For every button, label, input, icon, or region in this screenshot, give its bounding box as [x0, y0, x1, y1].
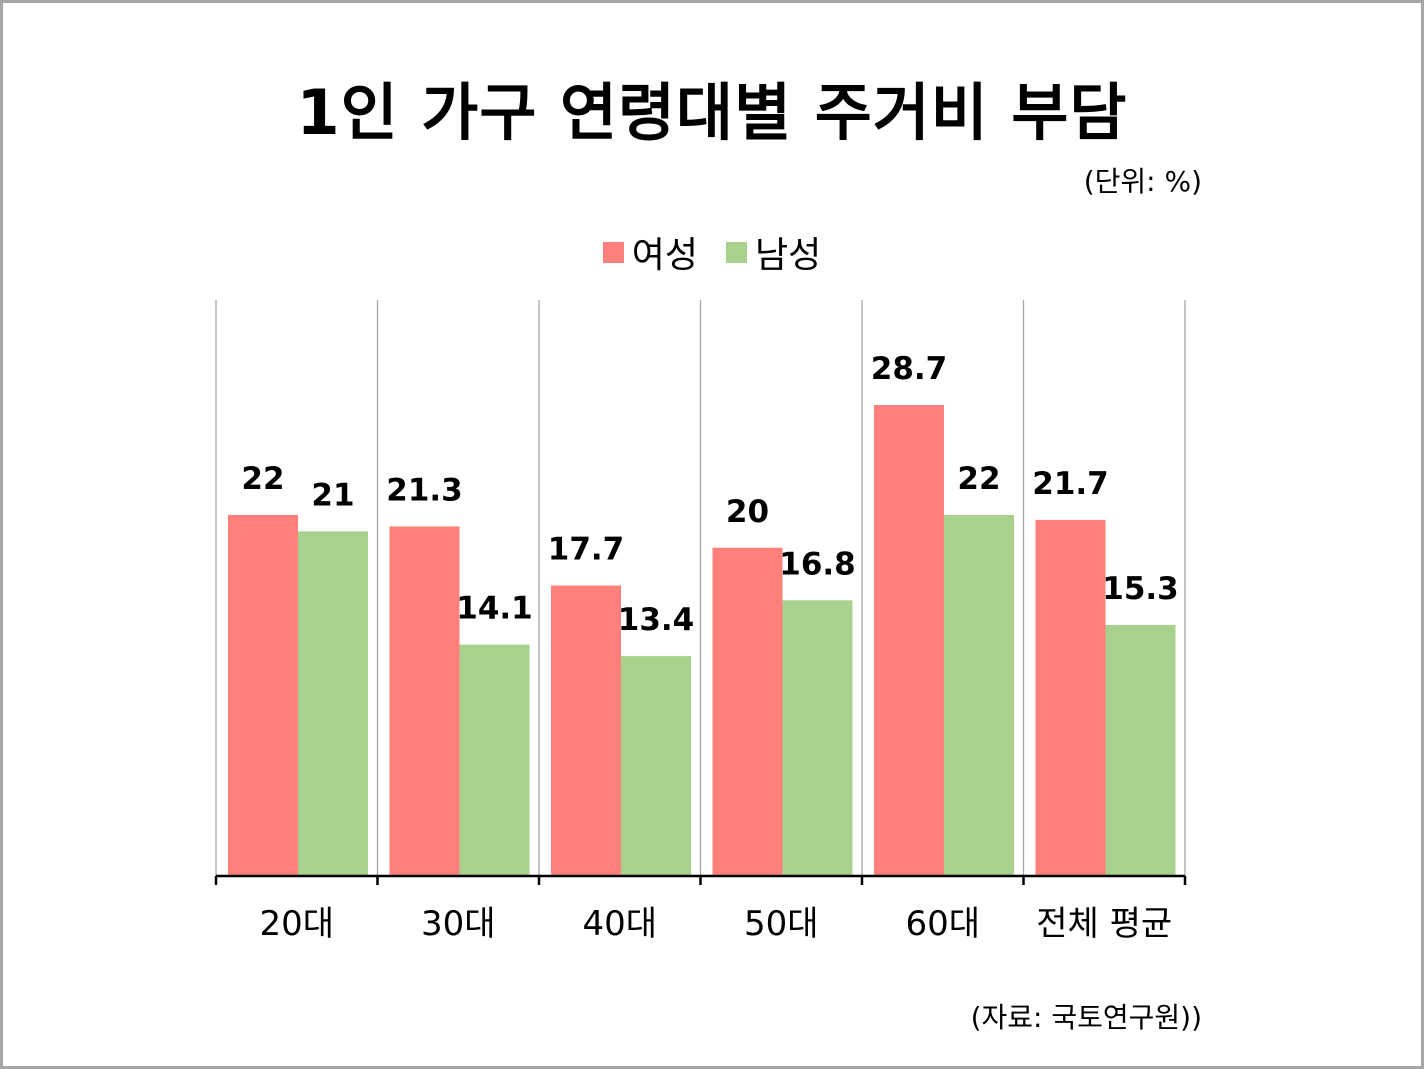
legend-swatch-female [602, 241, 624, 263]
value-label-male-4: 22 [957, 461, 1000, 497]
category-label-4: 60대 [905, 904, 980, 944]
value-label-male-3: 16.8 [779, 546, 856, 582]
value-label-male-2: 13.4 [618, 602, 695, 638]
category-label-0: 20대 [259, 904, 334, 944]
value-label-female-5: 21.7 [1032, 466, 1109, 502]
bar-female-0 [228, 514, 298, 876]
legend-swatch-male [726, 241, 747, 263]
category-label-3: 50대 [744, 904, 819, 944]
bar-female-5 [1035, 519, 1106, 876]
category-label-2: 40대 [582, 904, 657, 944]
category-label-5: 전체 평균 [1036, 904, 1172, 944]
bar-female-4 [874, 405, 944, 876]
legend-item-male: 남성 [726, 226, 821, 278]
legend-label-male: 남성 [755, 235, 822, 276]
legend-label-female: 여성 [631, 235, 698, 276]
value-label-female-3: 20 [726, 494, 769, 530]
bar-male-4 [944, 514, 1014, 876]
bar-male-1 [459, 644, 530, 876]
value-label-female-0: 22 [241, 461, 284, 497]
bar-male-3 [782, 600, 853, 876]
category-label-1: 30대 [421, 904, 496, 944]
value-label-female-4: 28.7 [871, 351, 948, 387]
value-label-female-1: 21.3 [386, 472, 463, 508]
bar-female-1 [389, 526, 460, 876]
bar-male-0 [298, 531, 368, 876]
bar-male-5 [1105, 624, 1176, 876]
value-label-male-0: 21 [311, 477, 354, 513]
value-label-male-5: 15.3 [1102, 571, 1179, 607]
unit-note: (단위: %) [1083, 165, 1202, 198]
legend-item-female: 여성 [602, 226, 698, 278]
value-label-female-2: 17.7 [548, 532, 625, 568]
value-label-male-1: 14.1 [456, 591, 533, 627]
chart-title: 1인 가구 연령대별 주거비 부담 [296, 76, 1128, 149]
bar-female-3 [712, 547, 783, 876]
source-note: (자료: 국토연구원)) [970, 1001, 1202, 1034]
bar-male-2 [621, 656, 691, 876]
bar-female-2 [551, 585, 621, 876]
legend: 여성 남성 [0, 226, 1424, 278]
